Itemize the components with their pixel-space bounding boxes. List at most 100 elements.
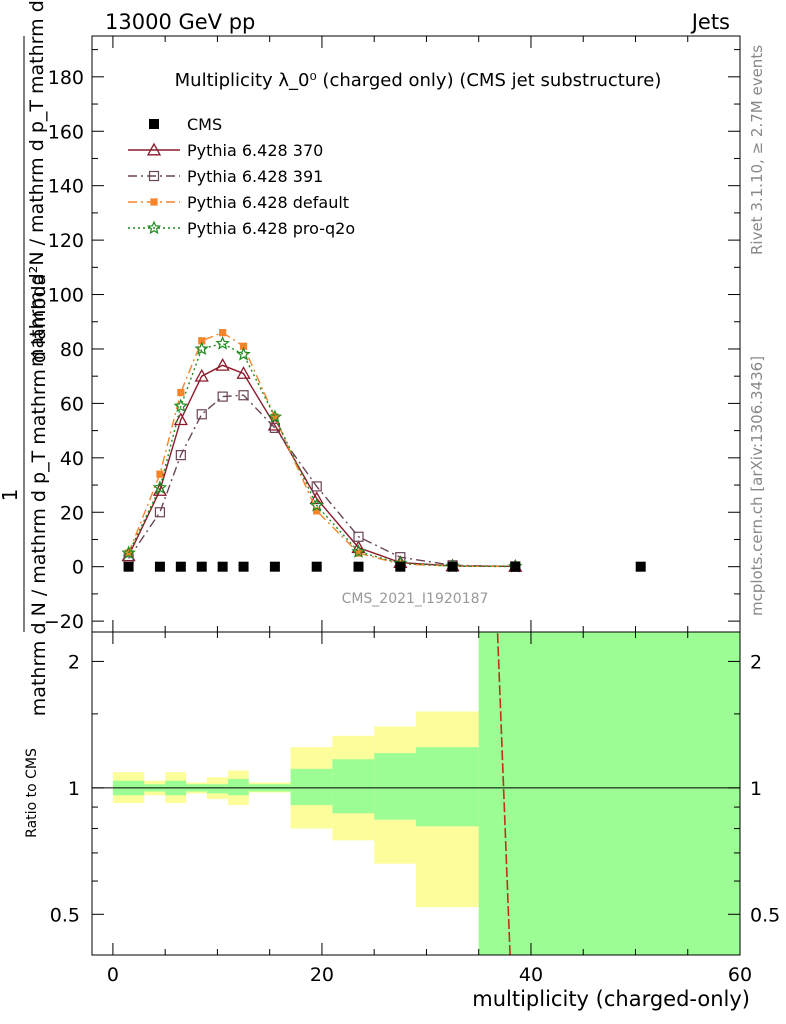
ratio-y-tick-label: 1 bbox=[68, 778, 80, 800]
series-marker bbox=[351, 544, 366, 558]
category-label: Jets bbox=[690, 10, 730, 34]
y-tick-label: 60 bbox=[60, 393, 84, 415]
series-marker bbox=[311, 481, 322, 492]
y-tick-label: 100 bbox=[48, 285, 84, 307]
legend-label: Pythia 6.428 391 bbox=[187, 167, 323, 186]
series-marker bbox=[267, 409, 283, 424]
series-marker bbox=[215, 357, 230, 371]
series-line bbox=[127, 331, 516, 568]
series-marker bbox=[175, 450, 186, 461]
legend-label: Pythia 6.428 default bbox=[187, 193, 349, 212]
ratio-y-axis-label: Ratio to CMS bbox=[24, 748, 40, 838]
data-point-marker bbox=[175, 561, 186, 572]
series-cms-data bbox=[123, 561, 646, 572]
x-axis-label: multiplicity (charged-only) bbox=[472, 987, 750, 1011]
ratio-y-tick-label: 2 bbox=[750, 651, 762, 673]
ratio-y-tick-label: 0.5 bbox=[750, 904, 780, 926]
ratio-plot-panel: 0.5 0.51 12 20 20 40 60 Ratio to CMS multiplic… bbox=[24, 631, 780, 1011]
series-marker bbox=[173, 398, 188, 413]
legend-item: CMS bbox=[149, 115, 222, 134]
y-tick-label: 140 bbox=[48, 176, 84, 198]
main-plot-layer: −20 0 20 40 60 80 100 120 140 160 180 bbox=[44, 36, 741, 633]
y-tick-label: 120 bbox=[48, 230, 84, 252]
legend: CMS Pythia 6.428 370 Pythia 6.428 391 Pythi… bbox=[128, 115, 355, 238]
ratio-curve bbox=[496, 631, 511, 956]
series-marker bbox=[121, 545, 136, 560]
x-tick-label: 60 bbox=[728, 964, 752, 986]
series-marker bbox=[217, 391, 228, 402]
y-tick-label: 40 bbox=[60, 448, 84, 470]
y-tick-label: −20 bbox=[44, 611, 84, 633]
legend-item: Pythia 6.428 391 bbox=[128, 167, 323, 186]
series-marker bbox=[154, 507, 166, 518]
energy-label: 13000 GeV pp bbox=[105, 10, 255, 34]
y-tick-label: 20 bbox=[60, 502, 84, 524]
x-tick-label: 0 bbox=[107, 964, 119, 986]
y-tick-label: 180 bbox=[48, 67, 84, 89]
series-marker bbox=[194, 341, 209, 356]
ratio-stat-band bbox=[206, 784, 228, 794]
main-plot-panel: −20 0 20 40 60 80 100 120 140 160 180 CMS_2021_I19… bbox=[0, 0, 741, 716]
x-tick-label: 20 bbox=[310, 964, 334, 986]
ratio-stat-band bbox=[227, 778, 249, 796]
series-marker bbox=[148, 170, 160, 182]
data-point-marker bbox=[154, 561, 165, 572]
series-marker bbox=[215, 335, 230, 350]
data-point-marker bbox=[196, 561, 207, 572]
series-marker bbox=[236, 346, 251, 361]
series-marker bbox=[309, 491, 324, 505]
legend-item: Pythia 6.428 370 bbox=[128, 141, 323, 160]
x-tick-label: 40 bbox=[519, 964, 543, 986]
ratio-stat-band bbox=[416, 747, 479, 827]
legend-label: Pythia 6.428 pro-q2o bbox=[187, 219, 355, 238]
data-point-marker bbox=[269, 561, 280, 572]
ratio-plot-frame bbox=[91, 631, 741, 956]
series-marker bbox=[156, 470, 164, 478]
series-marker bbox=[173, 412, 188, 426]
ratio-y-tick-label: 1 bbox=[750, 778, 762, 800]
analysis-label: CMS_2021_I1920187 bbox=[342, 591, 489, 607]
series-marker bbox=[239, 342, 248, 350]
y-label-numerator: 1 bbox=[0, 489, 22, 502]
series-marker bbox=[150, 198, 158, 206]
series-marker bbox=[353, 531, 364, 542]
ratio-stat-band bbox=[478, 632, 740, 955]
data-point-marker bbox=[311, 561, 322, 572]
series-line bbox=[127, 342, 516, 568]
legend-item: Pythia 6.428 pro-q2o bbox=[128, 219, 355, 238]
data-point-marker bbox=[510, 561, 521, 572]
ratio-plot-layer: 0.5 0.51 12 20 20 40 60 bbox=[50, 631, 780, 986]
data-point-marker bbox=[395, 561, 406, 572]
y-tick-label: 160 bbox=[48, 121, 84, 143]
series-marker bbox=[177, 388, 185, 397]
mcplots-label: mcplots.cern.ch [arXiv:1306.3436] bbox=[748, 356, 766, 616]
legend-label: CMS bbox=[187, 115, 222, 134]
data-point-marker bbox=[238, 561, 249, 572]
series-marker bbox=[271, 413, 279, 421]
series-marker bbox=[238, 390, 249, 401]
series-marker bbox=[146, 142, 162, 156]
series-marker bbox=[198, 337, 206, 345]
data-point-marker bbox=[635, 561, 646, 572]
ratio-stat-band bbox=[332, 759, 375, 814]
legend-label: Pythia 6.428 370 bbox=[187, 141, 323, 160]
series-line bbox=[128, 394, 516, 568]
y-label-tail: mathrm d²N / mathrm d p_T mathrm d lambd… bbox=[26, 0, 48, 367]
y-tick-label: 80 bbox=[60, 339, 84, 361]
ratio-y-tick-label: 2 bbox=[68, 651, 80, 673]
series-marker bbox=[152, 480, 168, 494]
ratio-stat-band bbox=[290, 768, 333, 806]
series-marker bbox=[313, 507, 321, 515]
main-title: Multiplicity λ_0⁰ (charged only) (CMS je… bbox=[175, 70, 662, 91]
main-y-axis-label: 1 mathrm d N / mathrm d p_T mathrm d lam… bbox=[0, 0, 50, 716]
series-marker bbox=[196, 409, 207, 420]
data-point-marker bbox=[217, 561, 228, 572]
data-point-marker bbox=[123, 561, 134, 572]
data-point-marker bbox=[447, 561, 458, 572]
y-tick-label: 0 bbox=[72, 557, 84, 579]
data-point-marker bbox=[353, 561, 364, 572]
series-marker bbox=[146, 220, 162, 235]
series-marker bbox=[236, 366, 251, 379]
ratio-stat-band bbox=[374, 753, 416, 820]
series-pythia-6-428-default bbox=[124, 329, 519, 571]
